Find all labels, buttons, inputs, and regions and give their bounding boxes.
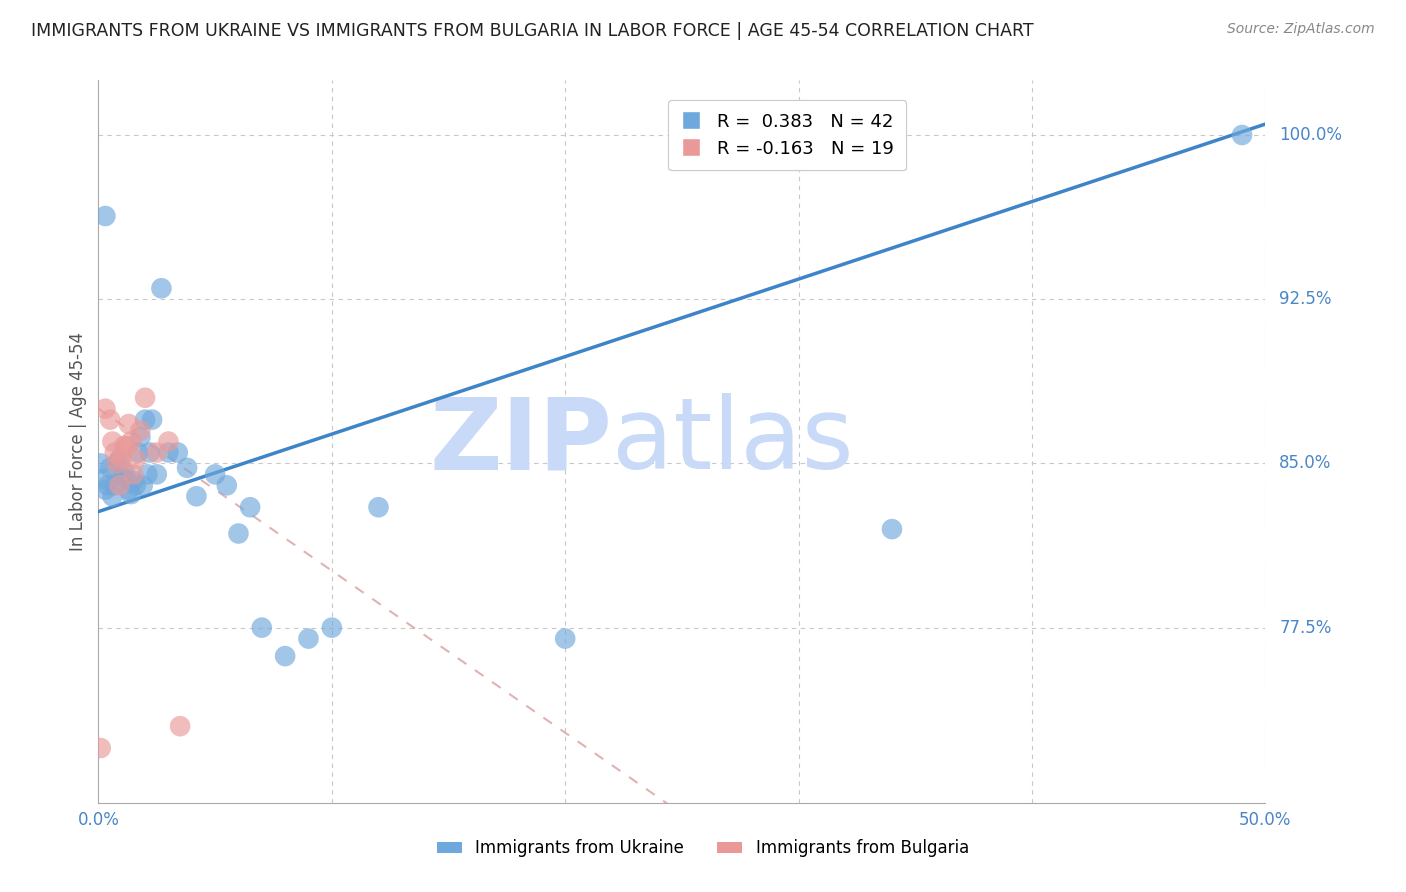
Point — [122, 467, 145, 482]
Point — [141, 412, 163, 426]
Text: 100.0%: 100.0% — [1279, 126, 1343, 144]
Point — [166, 445, 188, 459]
Point — [146, 467, 169, 482]
Point — [101, 489, 124, 503]
Point — [129, 430, 152, 444]
Point — [112, 439, 135, 453]
Point — [169, 719, 191, 733]
Legend: R =  0.383   N = 42, R = -0.163   N = 19: R = 0.383 N = 42, R = -0.163 N = 19 — [668, 100, 907, 170]
Point — [118, 417, 141, 431]
Point — [157, 434, 180, 449]
Point — [136, 467, 159, 482]
Point — [101, 434, 124, 449]
Text: ZIP: ZIP — [429, 393, 612, 490]
Point — [118, 483, 141, 497]
Point — [239, 500, 262, 515]
Point — [112, 465, 135, 479]
Point — [120, 434, 142, 449]
Point — [97, 478, 120, 492]
Point — [274, 649, 297, 664]
Point — [94, 209, 117, 223]
Point — [139, 445, 162, 459]
Point — [297, 632, 319, 646]
Point — [122, 474, 145, 488]
Legend: Immigrants from Ukraine, Immigrants from Bulgaria: Immigrants from Ukraine, Immigrants from… — [429, 831, 977, 866]
Point — [125, 478, 148, 492]
Point — [90, 741, 112, 756]
Point — [880, 522, 903, 536]
Point — [134, 391, 156, 405]
Point — [204, 467, 226, 482]
Text: 92.5%: 92.5% — [1279, 290, 1331, 309]
Point — [129, 424, 152, 438]
Point — [115, 439, 138, 453]
Point — [186, 489, 208, 503]
Point — [554, 632, 576, 646]
Point — [90, 457, 112, 471]
Point — [125, 452, 148, 467]
Text: Source: ZipAtlas.com: Source: ZipAtlas.com — [1227, 22, 1375, 37]
Point — [98, 460, 121, 475]
Point — [115, 472, 138, 486]
Point — [176, 460, 198, 475]
Point — [98, 412, 121, 426]
Point — [105, 457, 128, 471]
Point — [108, 452, 131, 467]
Point — [94, 483, 117, 497]
Point — [127, 445, 149, 459]
Point — [120, 487, 142, 501]
Y-axis label: In Labor Force | Age 45-54: In Labor Force | Age 45-54 — [69, 332, 87, 551]
Point — [321, 621, 343, 635]
Point — [1230, 128, 1253, 142]
Point — [91, 472, 114, 486]
Point — [132, 478, 155, 492]
Point — [111, 469, 134, 483]
Point — [108, 478, 131, 492]
Point — [105, 457, 128, 471]
Text: 85.0%: 85.0% — [1279, 454, 1331, 473]
Point — [94, 401, 117, 416]
Point — [150, 281, 173, 295]
Point — [250, 621, 273, 635]
Point — [157, 445, 180, 459]
Point — [367, 500, 389, 515]
Point — [104, 445, 127, 459]
Text: 77.5%: 77.5% — [1279, 619, 1331, 637]
Point — [228, 526, 250, 541]
Point — [146, 445, 169, 459]
Point — [215, 478, 238, 492]
Text: atlas: atlas — [612, 393, 853, 490]
Point — [104, 478, 127, 492]
Point — [111, 452, 134, 467]
Point — [134, 412, 156, 426]
Text: IMMIGRANTS FROM UKRAINE VS IMMIGRANTS FROM BULGARIA IN LABOR FORCE | AGE 45-54 C: IMMIGRANTS FROM UKRAINE VS IMMIGRANTS FR… — [31, 22, 1033, 40]
